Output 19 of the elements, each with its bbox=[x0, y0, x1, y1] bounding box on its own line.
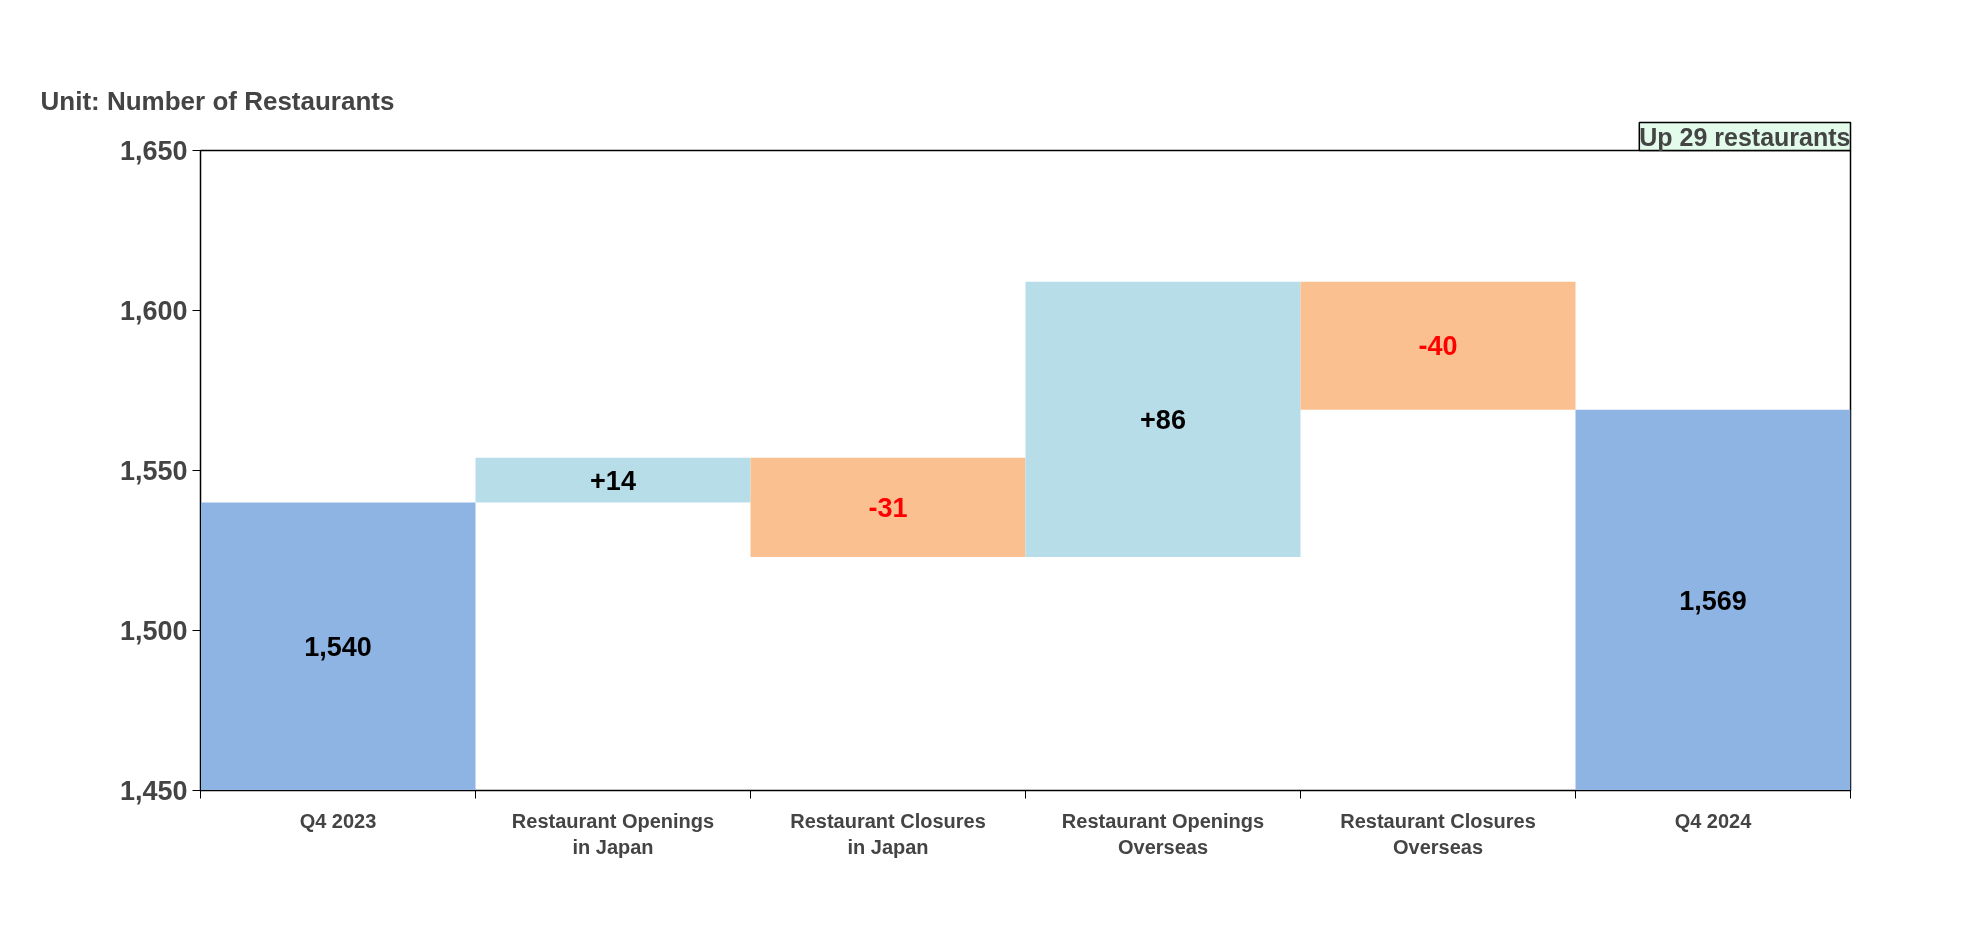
y-tick-label: 1,550 bbox=[119, 456, 188, 486]
data-label: -40 bbox=[1418, 331, 1458, 362]
x-tick-label: Q4 2024 bbox=[1674, 809, 1753, 832]
y-tick-label: 1,600 bbox=[119, 296, 188, 326]
x-tick-label: Q4 2023 bbox=[299, 809, 377, 832]
x-tick-label: Restaurant Openings in Japan bbox=[511, 809, 715, 858]
data-label: +14 bbox=[590, 465, 636, 496]
data-label: +86 bbox=[1140, 404, 1186, 435]
chart-title: Unit: Number of Restaurants bbox=[40, 85, 395, 116]
y-tick-label: 1,450 bbox=[119, 776, 188, 806]
x-tick-label: Restaurant Openings Overseas bbox=[1061, 809, 1265, 858]
data-label: 1,540 bbox=[304, 632, 372, 662]
y-tick-label: 1,500 bbox=[119, 616, 188, 646]
x-tick-label: Restaurant Closures in Japan bbox=[790, 809, 986, 858]
x-tick-label: Restaurant Closures Overseas bbox=[1340, 809, 1536, 858]
data-label: -31 bbox=[868, 492, 908, 523]
y-tick-label: 1,650 bbox=[119, 136, 188, 166]
data-label: 1,569 bbox=[1679, 585, 1747, 616]
annotation: Up 29 restaurants bbox=[1639, 122, 1851, 151]
